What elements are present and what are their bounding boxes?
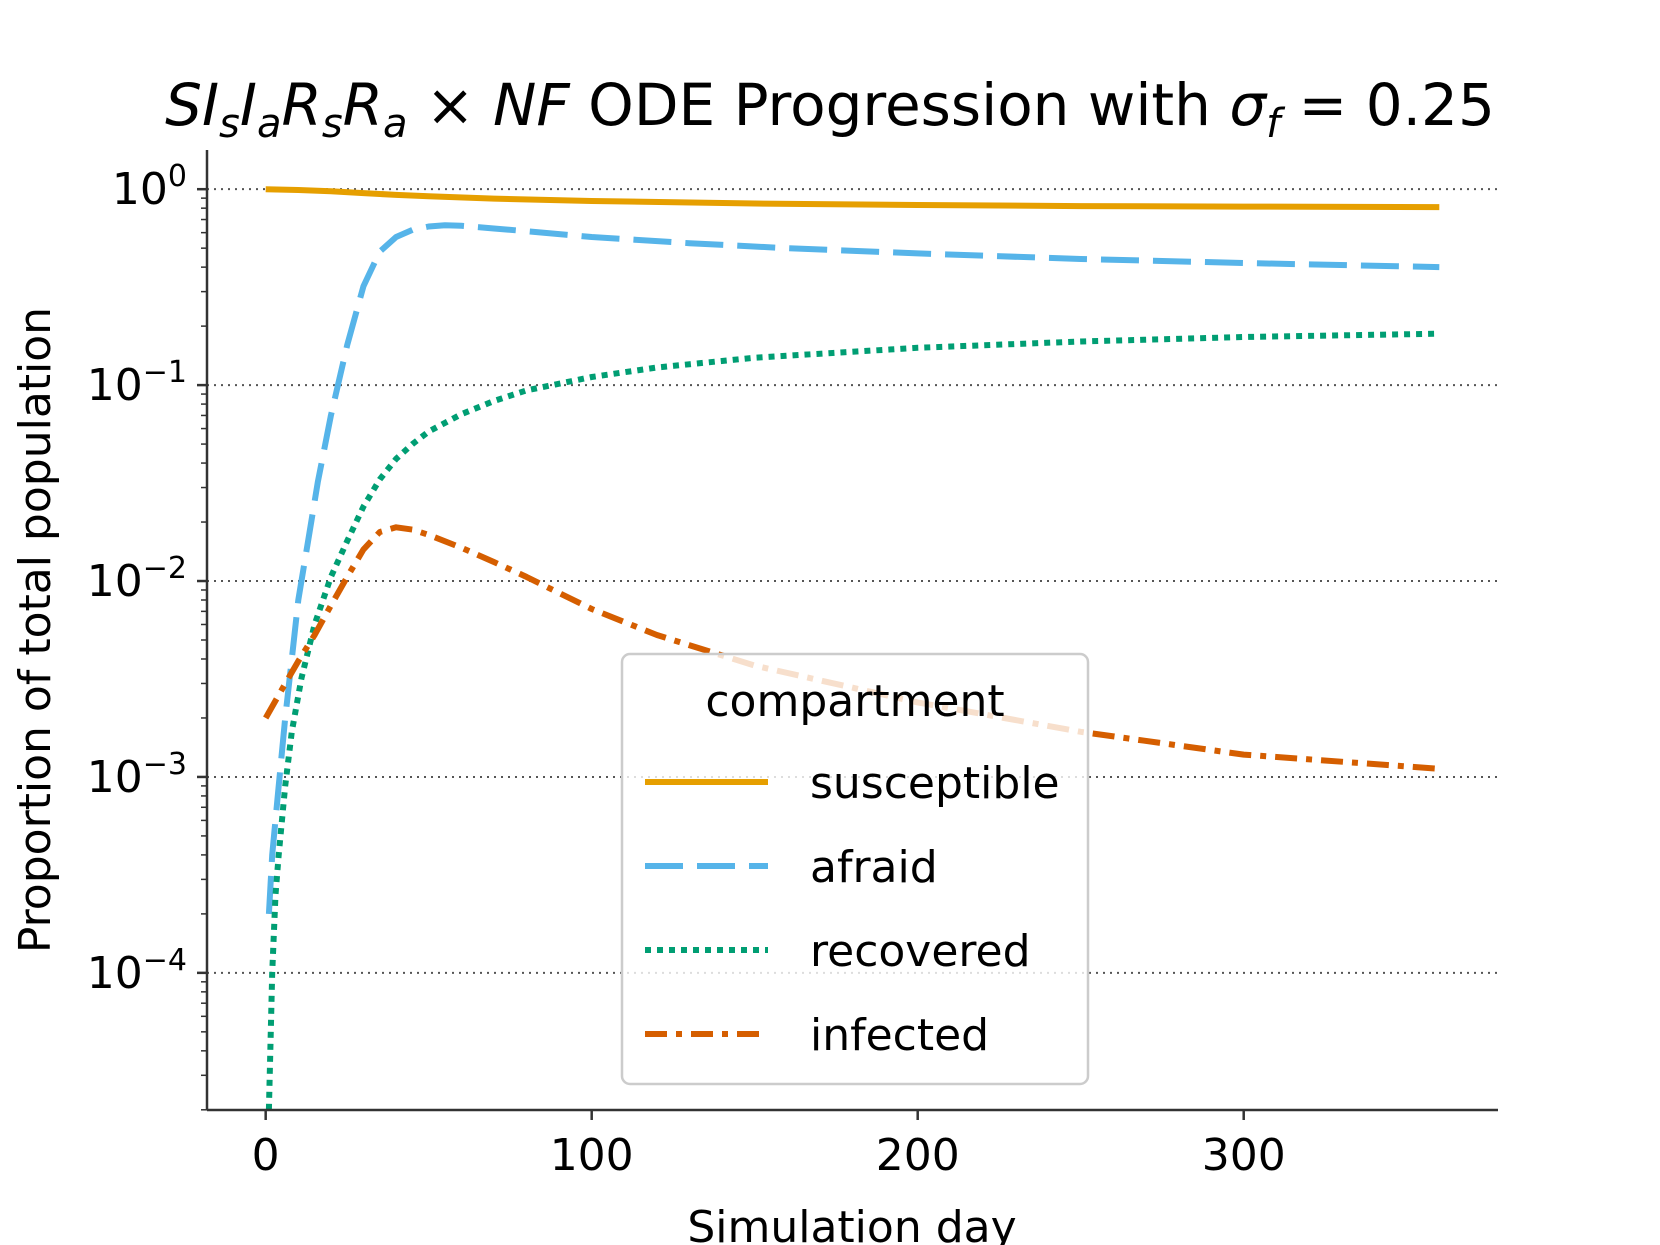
legend-title: compartment bbox=[705, 676, 1004, 727]
x-axis-label: Simulation day bbox=[687, 1202, 1016, 1245]
y-tick-label: 100 bbox=[112, 159, 187, 215]
legend-label-afraid: afraid bbox=[810, 842, 938, 893]
legend-label-recovered: recovered bbox=[810, 926, 1031, 977]
x-tick-label: 200 bbox=[876, 1130, 960, 1181]
y-tick-label: 10−2 bbox=[87, 551, 187, 607]
legend: compartment susceptible afraid recovered in… bbox=[620, 652, 1090, 1086]
y-ticks: 100 10−1 10−2 10−3 10−4 bbox=[87, 159, 207, 1111]
legend-frame bbox=[620, 652, 1090, 1086]
y-tick-label: 10−3 bbox=[87, 747, 187, 803]
y-tick-label: 10−4 bbox=[87, 943, 187, 999]
legend-label-susceptible: susceptible bbox=[810, 758, 1060, 809]
x-tick-label: 100 bbox=[550, 1130, 634, 1181]
x-ticks: 0 100 200 300 bbox=[252, 1110, 1286, 1181]
y-tick-label: 10−1 bbox=[87, 355, 187, 411]
series-line-infected bbox=[263, 524, 1440, 772]
y-axis-label: Proportion of total population bbox=[10, 307, 61, 953]
legend-label-infected: infected bbox=[810, 1010, 989, 1061]
chart-title: SIsIaRsRa × NF ODE Progression with σf =… bbox=[165, 71, 1495, 147]
x-tick-label: 0 bbox=[252, 1130, 280, 1181]
x-tick-label: 300 bbox=[1202, 1130, 1286, 1181]
series-line-afraid bbox=[265, 222, 1440, 915]
legend-items: susceptible afraid recovered infected bbox=[645, 758, 1060, 1061]
axes bbox=[205, 150, 1498, 1112]
series-layer bbox=[263, 186, 1440, 1110]
series-line-susceptible bbox=[265, 186, 1440, 211]
series-line-recovered bbox=[265, 330, 1440, 1110]
